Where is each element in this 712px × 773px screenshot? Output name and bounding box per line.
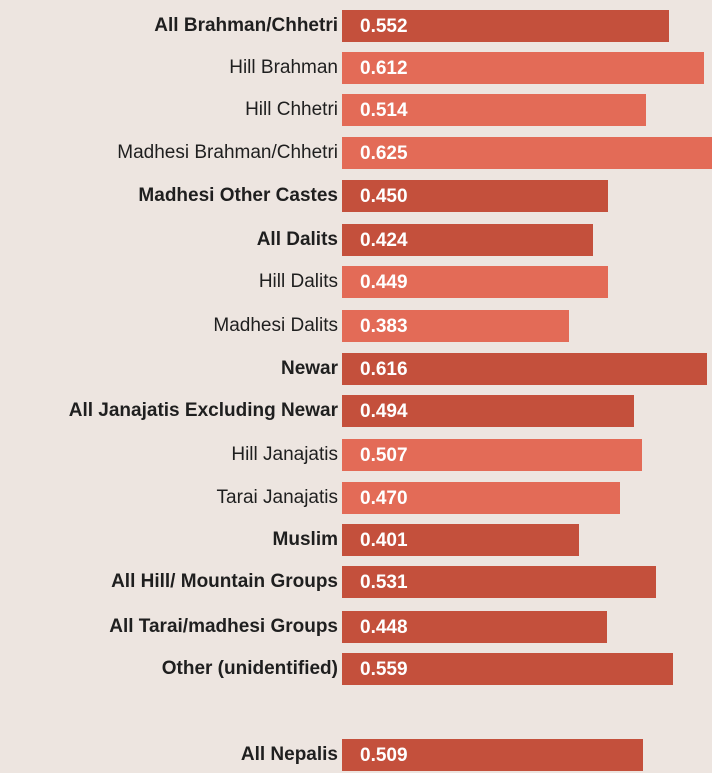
bar: 0.470 <box>342 482 620 514</box>
value-label: 0.612 <box>360 58 408 79</box>
value-label: 0.552 <box>360 16 408 37</box>
value-label: 0.470 <box>360 488 408 509</box>
category-label: Madhesi Dalits <box>213 315 338 336</box>
bar: 0.612 <box>342 52 704 84</box>
category-label: Tarai Janajatis <box>216 487 338 508</box>
bar: 0.494 <box>342 395 634 427</box>
value-label: 0.616 <box>360 359 408 380</box>
bar-row: Madhesi Other Castes 0.450 <box>0 180 712 212</box>
bar-row: All Tarai/madhesi Groups 0.448 <box>0 611 712 643</box>
value-label: 0.401 <box>360 530 408 551</box>
category-label: All Tarai/madhesi Groups <box>109 616 338 637</box>
bar-row: Hill Brahman 0.612 <box>0 52 712 84</box>
value-label: 0.514 <box>360 100 408 121</box>
bar: 0.448 <box>342 611 607 643</box>
value-label: 0.383 <box>360 316 408 337</box>
bar-row: All Hill/ Mountain Groups 0.531 <box>0 566 712 598</box>
bar-row: All Dalits 0.424 <box>0 224 712 256</box>
bar-row: All Brahman/Chhetri 0.552 <box>0 10 712 42</box>
bar: 0.383 <box>342 310 569 342</box>
category-label: All Janajatis Excluding Newar <box>68 400 338 421</box>
bar-row: Madhesi Brahman/Chhetri 0.625 <box>0 137 712 169</box>
category-label: Muslim <box>272 529 338 550</box>
bar-row: All Janajatis Excluding Newar 0.494 <box>0 395 712 427</box>
value-label: 0.531 <box>360 572 408 593</box>
bar-row: Muslim 0.401 <box>0 524 712 556</box>
category-label: Madhesi Brahman/Chhetri <box>117 142 338 163</box>
value-label: 0.625 <box>360 143 408 164</box>
category-label: Hill Brahman <box>229 57 338 78</box>
bar: 0.559 <box>342 653 673 685</box>
value-label: 0.509 <box>360 745 408 766</box>
bar: 0.449 <box>342 266 608 298</box>
category-label: All Dalits <box>256 229 338 250</box>
bar-row: Newar 0.616 <box>0 353 712 385</box>
category-label: All Brahman/Chhetri <box>154 15 338 36</box>
category-label: Other (unidentified) <box>161 658 338 679</box>
value-label: 0.424 <box>360 230 408 251</box>
value-label: 0.507 <box>360 445 408 466</box>
category-label: Madhesi Other Castes <box>138 185 338 206</box>
bar-row: Other (unidentified) 0.559 <box>0 653 712 685</box>
bar-row: Hill Janajatis 0.507 <box>0 439 712 471</box>
bar-row: Hill Chhetri 0.514 <box>0 94 712 126</box>
bar: 0.509 <box>342 739 643 771</box>
bar: 0.507 <box>342 439 642 471</box>
bar: 0.552 <box>342 10 669 42</box>
bar-row: Hill Dalits 0.449 <box>0 266 712 298</box>
bar-row: Madhesi Dalits 0.383 <box>0 310 712 342</box>
category-label: Newar <box>280 358 338 379</box>
category-label: Hill Dalits <box>258 271 338 292</box>
category-label: Hill Janajatis <box>231 444 338 465</box>
category-label: All Nepalis <box>240 744 338 765</box>
value-label: 0.559 <box>360 659 408 680</box>
bar-row: Tarai Janajatis 0.470 <box>0 482 712 514</box>
bar: 0.531 <box>342 566 656 598</box>
bar: 0.401 <box>342 524 579 556</box>
category-label: Hill Chhetri <box>245 99 338 120</box>
bar: 0.616 <box>342 353 707 385</box>
bar-row: All Nepalis 0.509 <box>0 739 712 771</box>
value-label: 0.450 <box>360 186 408 207</box>
bar: 0.450 <box>342 180 608 212</box>
bar: 0.625 <box>342 137 712 169</box>
category-label: All Hill/ Mountain Groups <box>111 571 338 592</box>
value-label: 0.494 <box>360 401 408 422</box>
bar: 0.424 <box>342 224 593 256</box>
value-label: 0.449 <box>360 272 408 293</box>
bar: 0.514 <box>342 94 646 126</box>
value-label: 0.448 <box>360 617 408 638</box>
